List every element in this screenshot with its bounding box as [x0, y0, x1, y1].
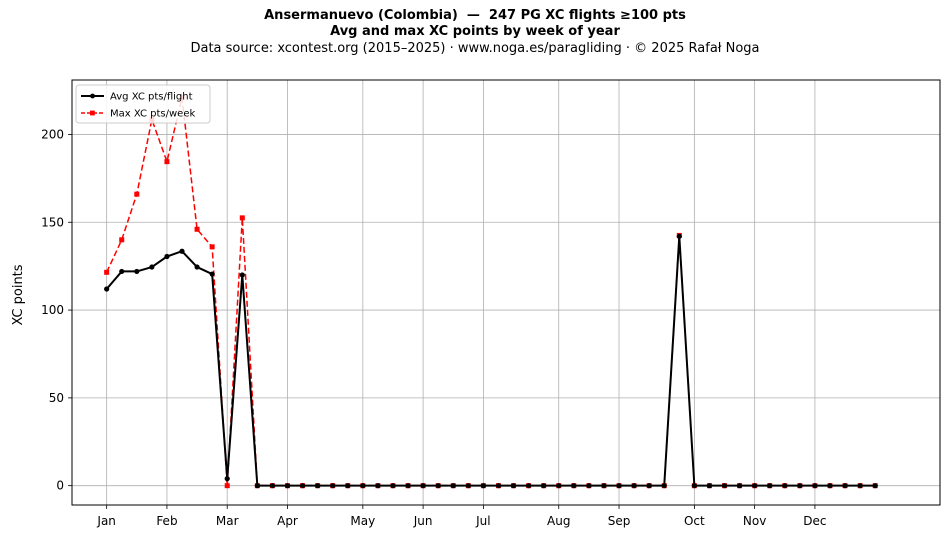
data-point-avg [360, 483, 366, 489]
data-point-max [134, 191, 140, 197]
chart-subtitle: Avg and max XC points by week of year [330, 24, 620, 39]
data-point-avg [767, 483, 773, 489]
legend-box [75, 84, 211, 124]
legend-swatch-marker [90, 110, 95, 116]
data-point-avg [164, 253, 170, 260]
data-point-avg [239, 272, 245, 278]
data-point-avg [495, 483, 502, 489]
x-tick-label: Nov [743, 514, 766, 528]
data-point-avg [842, 483, 848, 489]
y-tick-label: 0 [56, 479, 64, 493]
legend-swatch-marker [90, 93, 95, 99]
chart-titles: Ansermanuevo (Colombia) — 247 PG XC flig… [0, 8, 950, 58]
data-point-avg [586, 483, 592, 489]
data-point-avg [601, 483, 607, 489]
series-layer [104, 95, 878, 489]
data-point-avg [526, 483, 532, 489]
data-point-avg [119, 268, 125, 275]
data-point-max [119, 237, 125, 243]
x-tick-label: Aug [547, 514, 570, 528]
data-point-avg [345, 483, 351, 489]
chart-source-note: Data source: xcontest.org (2015–2025) · … [190, 41, 760, 56]
data-point-avg [149, 264, 155, 270]
data-point-max [104, 269, 110, 275]
data-point-avg [812, 483, 818, 489]
data-point-avg [782, 483, 788, 489]
data-point-avg [209, 271, 215, 277]
data-point-avg [224, 476, 230, 482]
data-point-avg [721, 483, 728, 489]
data-point-avg [631, 483, 637, 489]
x-tick-label: Sep [608, 514, 631, 528]
legend-label: Max XC pts/week [110, 109, 195, 120]
data-point-avg [420, 483, 426, 489]
data-point-avg [691, 483, 697, 489]
x-axis: Jan Feb Mar Apr May Jun Jul Aug Sep Oct Nov Dec [96, 505, 827, 528]
x-tick-label: Apr [277, 514, 298, 528]
data-point-max [164, 159, 170, 165]
x-tick-label: Feb [156, 514, 177, 528]
y-tick-label: 200 [41, 127, 64, 141]
data-point-avg [872, 483, 878, 489]
data-point-avg [134, 268, 140, 275]
y-axis: 0 50 100 150 200 [41, 127, 72, 493]
y-tick-label: 150 [41, 215, 64, 229]
y-axis-label: XC points [11, 264, 26, 325]
data-point-avg [752, 483, 758, 489]
data-point-avg [616, 483, 622, 489]
data-point-avg [450, 483, 456, 489]
data-point-avg [556, 483, 562, 489]
data-point-avg [284, 483, 291, 489]
legend-label: Avg XC pts/flight [110, 92, 193, 103]
data-point-avg [179, 248, 185, 254]
data-point-max [224, 483, 230, 489]
legend: Avg XC pts/flight Max XC pts/week [75, 84, 211, 124]
data-point-avg [299, 483, 306, 489]
data-point-avg [390, 483, 396, 489]
data-point-avg [510, 483, 517, 489]
x-tick-label: Jan [96, 514, 116, 528]
chart-title: Ansermanuevo (Colombia) — 247 PG XC flig… [264, 8, 686, 23]
data-point-avg [405, 483, 411, 489]
data-point-avg [375, 483, 381, 489]
data-point-avg [661, 483, 667, 489]
plot-frame [71, 79, 941, 506]
x-tick-label: Jul [475, 514, 490, 528]
x-tick-label: Dec [803, 514, 826, 528]
data-point-avg [736, 483, 743, 489]
series-line-avg [105, 235, 876, 487]
data-point-avg [269, 483, 276, 489]
data-point-avg [541, 483, 547, 489]
data-point-avg [797, 483, 803, 489]
data-point-avg [646, 483, 652, 489]
y-tick-label: 50 [49, 391, 64, 405]
data-point-avg [676, 233, 682, 239]
data-point-avg [435, 483, 441, 489]
data-point-avg [104, 286, 110, 292]
data-point-avg [330, 483, 336, 489]
y-tick-label: 100 [41, 303, 64, 317]
data-point-avg [480, 483, 486, 489]
grid-lines [72, 80, 940, 505]
data-point-max [209, 244, 215, 250]
data-point-avg [194, 264, 200, 270]
x-tick-label: May [350, 514, 375, 528]
data-point-avg [827, 483, 833, 489]
series-line-max [105, 96, 876, 487]
data-point-max [239, 215, 245, 221]
x-tick-label: Oct [684, 514, 705, 528]
x-tick-label: Jun [413, 514, 433, 528]
data-point-avg [706, 483, 713, 489]
data-point-max [194, 226, 200, 232]
data-point-avg [465, 483, 471, 489]
x-tick-label: Mar [216, 514, 239, 528]
data-point-avg [315, 483, 321, 489]
data-point-avg [857, 483, 863, 489]
data-point-avg [254, 483, 260, 489]
data-point-avg [571, 483, 577, 489]
